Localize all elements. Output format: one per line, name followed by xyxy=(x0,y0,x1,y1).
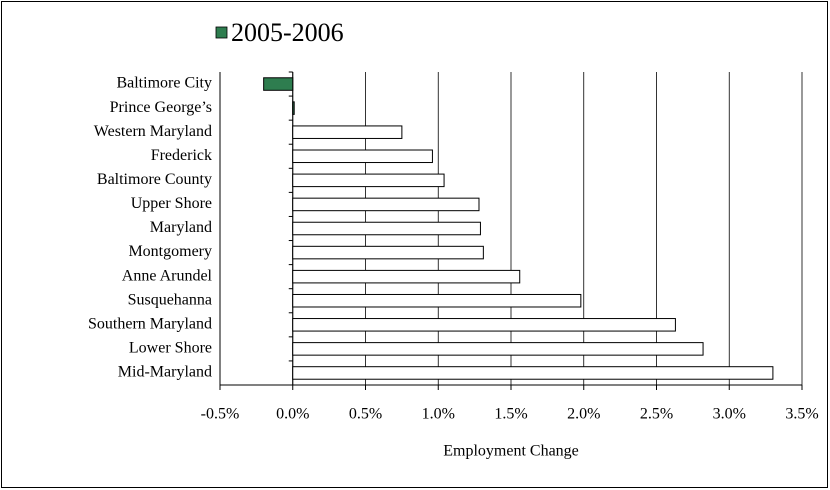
x-tick-label: 2.5% xyxy=(640,406,673,423)
y-tick-label: Western Maryland xyxy=(94,123,212,140)
bar xyxy=(292,366,774,380)
x-axis-title: Employment Change xyxy=(443,443,579,460)
legend-label: 2005-2006 xyxy=(231,18,344,47)
bar xyxy=(292,125,403,139)
bar xyxy=(292,173,445,188)
bar xyxy=(292,342,704,356)
x-tick-label: 2.0% xyxy=(567,406,600,423)
x-tick-label: 3.0% xyxy=(713,406,746,423)
y-tick-label: Montgomery xyxy=(128,243,212,260)
x-tick-label: 0.0% xyxy=(276,406,309,423)
bar xyxy=(292,293,582,308)
x-tick-label: 3.5% xyxy=(785,406,818,423)
y-tick-label: Baltimore City xyxy=(116,75,212,92)
y-tick-label: Baltimore County xyxy=(97,171,212,188)
legend-swatch xyxy=(215,26,228,39)
bar xyxy=(292,269,521,284)
y-tick-label: Anne Arundel xyxy=(122,267,213,284)
x-tick-label: -0.5% xyxy=(201,406,240,423)
bar xyxy=(292,101,295,115)
y-tick-label: Southern Maryland xyxy=(88,315,212,332)
bar xyxy=(292,149,433,164)
x-tick-label: 0.5% xyxy=(349,406,382,423)
bar xyxy=(292,197,480,212)
y-tick-label: Frederick xyxy=(151,147,212,164)
bar xyxy=(292,221,481,236)
y-tick-label: Lower Shore xyxy=(129,340,212,357)
bar xyxy=(263,77,294,91)
x-tick-label: 1.5% xyxy=(494,406,527,423)
y-tick-label: Prince George’s xyxy=(110,99,212,116)
y-tick-label: Maryland xyxy=(150,219,212,236)
y-tick-label: Susquehanna xyxy=(128,291,212,308)
bar xyxy=(292,318,676,332)
y-tick-label: Mid-Maryland xyxy=(118,364,212,381)
y-tick-label: Upper Shore xyxy=(131,195,212,212)
x-tick-label: 1.0% xyxy=(422,406,455,423)
bar xyxy=(292,245,484,260)
